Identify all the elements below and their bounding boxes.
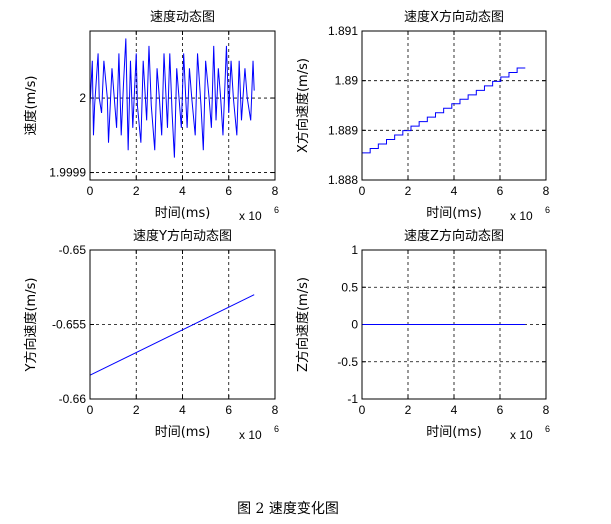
x-tick-label: 4 — [451, 184, 458, 198]
x-multiplier: x 10 — [239, 428, 262, 442]
x-tick-label: 6 — [497, 403, 504, 417]
y-tick-label: 1.89 — [335, 74, 359, 88]
x-tick-label: 2 — [405, 184, 412, 198]
x-multiplier-exponent: 6 — [545, 424, 550, 434]
y-tick-label: -0.66 — [59, 392, 87, 406]
x-tick-label: 2 — [133, 403, 140, 417]
y-tick-label: 1.889 — [328, 123, 358, 137]
x-tick-label: 2 — [133, 184, 140, 198]
y-tick-label: -1 — [347, 392, 358, 406]
y-axis-label: 速度(m/s) — [23, 76, 39, 136]
y-tick-label: -0.5 — [337, 355, 358, 369]
y-tick-label: 1.891 — [328, 24, 358, 38]
y-tick-label: 1.888 — [328, 173, 358, 187]
axes-frame — [361, 30, 547, 181]
x-tick-label: 6 — [225, 403, 232, 417]
axes-frame — [361, 249, 547, 400]
x-multiplier: x 10 — [510, 209, 533, 223]
x-tick-label: 4 — [179, 403, 186, 417]
x-multiplier: x 10 — [239, 209, 262, 223]
y-tick-label: -0.655 — [52, 318, 86, 332]
y-tick-label: 1 — [351, 243, 358, 257]
axes-frame — [89, 249, 276, 400]
x-tick-label: 0 — [359, 184, 366, 198]
series-line-1 — [89, 38, 255, 158]
x-tick-label: 8 — [272, 184, 279, 198]
x-multiplier-exponent: 6 — [274, 424, 279, 434]
x-tick-label: 4 — [451, 403, 458, 417]
y-tick-label: 0 — [351, 318, 358, 332]
figure-caption: 图 2 速度变化图 — [237, 501, 339, 517]
chart-title: 速度Z方向动态图 — [404, 228, 504, 244]
x-tick-label: 8 — [272, 403, 279, 417]
x-axis-label: 时间(ms) — [426, 425, 482, 440]
x-tick-label: 0 — [87, 403, 94, 417]
x-multiplier: x 10 — [510, 428, 533, 442]
x-tick-label: 6 — [497, 184, 504, 198]
x-tick-label: 0 — [359, 403, 366, 417]
x-axis-label: 时间(ms) — [155, 425, 211, 440]
series-line-1 — [89, 294, 255, 376]
y-tick-label: 1.9999 — [49, 166, 86, 180]
y-tick-label: -0.65 — [59, 243, 87, 257]
x-tick-label: 8 — [543, 403, 550, 417]
x-tick-label: 4 — [179, 184, 186, 198]
y-axis-label: X方向速度(m/s) — [295, 58, 311, 153]
axes-frame — [89, 30, 276, 181]
x-axis-label: 时间(ms) — [426, 206, 482, 221]
y-axis-label: Y方向速度(m/s) — [23, 278, 39, 373]
y-tick-label: 2 — [79, 91, 86, 105]
x-tick-label: 6 — [225, 184, 232, 198]
y-axis-label: Z方向速度(m/s) — [295, 277, 311, 372]
x-multiplier-exponent: 6 — [545, 205, 550, 215]
x-tick-label: 8 — [543, 184, 550, 198]
chart-title: 速度X方向动态图 — [404, 9, 504, 25]
x-multiplier-exponent: 6 — [274, 205, 279, 215]
y-tick-label: 0.5 — [341, 280, 358, 294]
chart-title: 速度动态图 — [150, 9, 215, 25]
x-axis-label: 时间(ms) — [155, 206, 211, 221]
chart-title: 速度Y方向动态图 — [133, 228, 232, 244]
x-tick-label: 0 — [87, 184, 94, 198]
x-tick-label: 2 — [405, 403, 412, 417]
series-line-1 — [362, 67, 526, 154]
